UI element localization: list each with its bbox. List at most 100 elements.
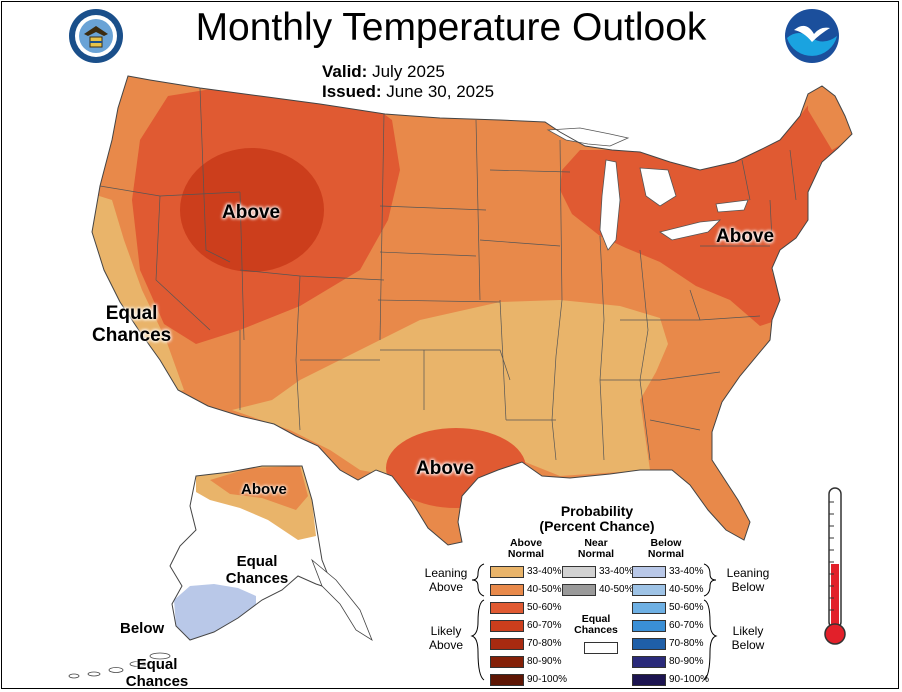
lake-superior	[546, 127, 630, 147]
aleutian-ec-line1: Equal	[136, 656, 178, 673]
legend-likely-above-line1: Likely	[430, 624, 462, 638]
legend-label-near-1: 40-50%	[599, 584, 634, 595]
issued-value: June 30, 2025	[386, 82, 495, 101]
legend-likely-below-line1: Likely	[732, 624, 764, 638]
legend-swatch-below-6	[632, 674, 666, 686]
lake-ontario	[715, 199, 749, 213]
legend-leaning-above: Leaning Above	[420, 566, 472, 594]
legend-leaning-above-line2: Above	[428, 580, 464, 594]
lake-huron	[639, 167, 677, 207]
alaska-above-label: Above	[241, 481, 287, 498]
legend-col-above-line2: Normal	[507, 548, 545, 560]
legend-swatch-above-2	[490, 602, 524, 614]
legend-swatch-below-4	[632, 638, 666, 650]
alaska-ec-label: Equal Chances	[222, 553, 292, 587]
legend-swatch-above-4	[490, 638, 524, 650]
alaska-above-40-region	[210, 466, 308, 510]
legend-label-above-6: 90-100%	[527, 674, 568, 685]
legend-swatch-above-6	[490, 674, 524, 686]
legend-likely-above-line2: Above	[428, 638, 464, 652]
legend-col-below-line2: Normal	[647, 548, 685, 560]
legend-likely-below-line2: Below	[731, 638, 765, 652]
legend-likely-above: Likely Above	[420, 624, 472, 652]
northeast-above-50-region	[560, 96, 852, 326]
legend-swatch-below-1	[632, 584, 666, 596]
legend-title: Probability (Percent Chance)	[512, 504, 682, 534]
legend-swatch-below-5	[632, 656, 666, 668]
legend-label-below-6: 90-100%	[669, 674, 710, 685]
noaa-logo-icon	[785, 9, 839, 63]
legend-label-below-5: 80-90%	[669, 656, 704, 667]
legend-label-below-0: 33-40%	[669, 566, 704, 577]
legend-label-below-1: 40-50%	[669, 584, 704, 595]
legend-swatch-below-0	[632, 566, 666, 578]
legend-title-line1: Probability	[560, 503, 634, 519]
legend-col-below: Below Normal	[636, 538, 696, 560]
legend-label-above-0: 33-40%	[527, 566, 562, 577]
legend-label-below-2: 50-60%	[669, 602, 704, 613]
legend-swatch-above-5	[490, 656, 524, 668]
legend-equal-line2: Chances	[574, 624, 618, 636]
legend-label-above-3: 60-70%	[527, 620, 562, 631]
south-lean-region	[232, 300, 668, 500]
great-lakes	[546, 127, 749, 251]
alaska-ec-line1: Equal	[236, 553, 278, 570]
legend-swatch-near-1	[562, 584, 596, 596]
legend-leaning-below: Leaning Below	[720, 566, 776, 594]
aleutian-ec-line2: Chances	[125, 673, 189, 690]
legend-swatch-above-3	[490, 620, 524, 632]
northeast-above-label: Above	[716, 226, 775, 247]
texas-above-label: Above	[416, 458, 475, 479]
legend-leaning-above-line1: Leaning	[424, 566, 468, 580]
legend-swatch-equal	[584, 642, 618, 654]
legend-label-below-3: 60-70%	[669, 620, 704, 631]
legend-col-above-line1: Above	[509, 537, 543, 549]
legend-col-above: Above Normal	[496, 538, 556, 560]
issued-label: Issued:	[322, 82, 382, 101]
valid-line: Valid: July 2025	[322, 62, 445, 82]
alaska-ec-line2: Chances	[225, 570, 289, 587]
west-coast-ec-label: Equal Chances	[92, 303, 171, 347]
alaska-panhandle	[311, 558, 373, 641]
legend-label-above-4: 70-80%	[527, 638, 562, 649]
valid-label: Valid:	[322, 62, 368, 81]
legend-leaning-below-line1: Leaning	[726, 566, 770, 580]
legend-label-below-4: 70-80%	[669, 638, 704, 649]
legend-swatch-below-3	[632, 620, 666, 632]
legend-swatch-below-2	[632, 602, 666, 614]
legend-likely-below: Likely Below	[720, 624, 776, 652]
legend-col-near-line2: Normal	[577, 548, 615, 560]
alaska-below-label: Below	[120, 620, 165, 637]
legend-leaning-below-line2: Below	[731, 580, 765, 594]
legend-label-above-2: 50-60%	[527, 602, 562, 613]
legend-equal-line1: Equal	[581, 613, 611, 625]
legend-label-above-5: 80-90%	[527, 656, 562, 667]
legend-title-line2: (Percent Chance)	[539, 518, 655, 534]
legend-label-near-0: 33-40%	[599, 566, 634, 577]
legend-swatch-above-1	[490, 584, 524, 596]
aleutian-ec-label: Equal Chances	[122, 656, 192, 690]
issued-line: Issued: June 30, 2025	[322, 82, 494, 102]
lake-michigan	[599, 159, 621, 251]
legend-swatch-near-0	[562, 566, 596, 578]
legend-col-near-line1: Near	[584, 537, 608, 549]
west-coast-ec-line1: Equal	[105, 303, 158, 324]
west-above-60-region	[180, 148, 324, 272]
page-title: Monthly Temperature Outlook	[195, 6, 707, 49]
state-borders	[99, 87, 797, 461]
legend-equal-chances: Equal Chances	[566, 614, 626, 636]
legend-swatch-above-0	[490, 566, 524, 578]
legend-col-near: Near Normal	[566, 538, 626, 560]
thermometer-icon	[824, 487, 846, 645]
west-coast-ec-line2: Chances	[92, 325, 172, 346]
legend-label-above-1: 40-50%	[527, 584, 562, 595]
doc-seal-icon	[69, 9, 123, 63]
west-above-label: Above	[222, 202, 281, 223]
legend-col-below-line1: Below	[650, 537, 682, 549]
valid-value: July 2025	[372, 62, 445, 81]
lake-erie	[659, 219, 722, 241]
aleutian-islands	[68, 652, 171, 679]
